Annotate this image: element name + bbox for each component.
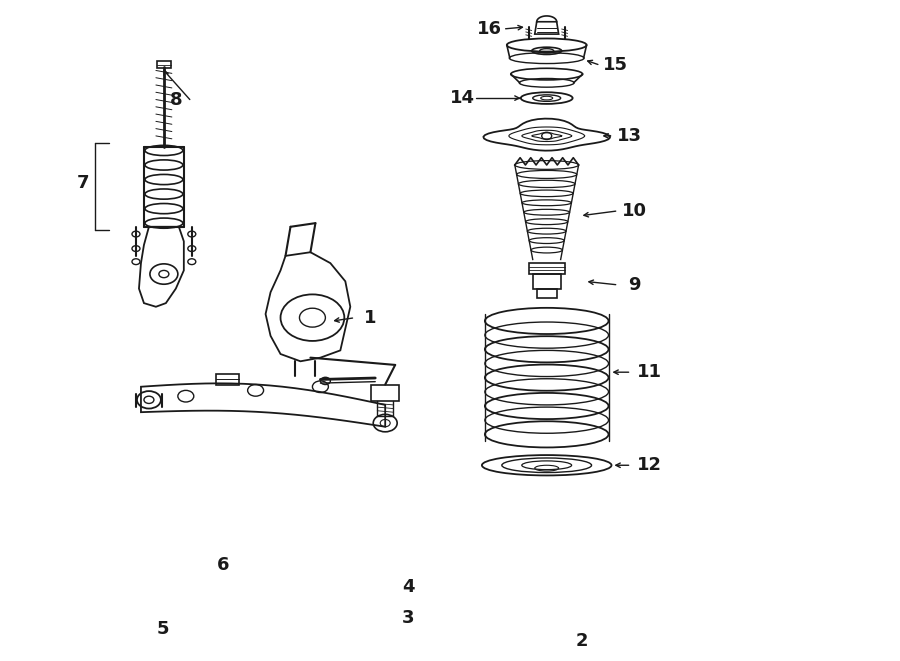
- Text: 11: 11: [637, 363, 662, 381]
- Text: 8: 8: [169, 91, 182, 108]
- Text: 12: 12: [637, 456, 662, 474]
- Text: 1: 1: [364, 309, 376, 327]
- Text: 16: 16: [477, 20, 502, 38]
- Text: 13: 13: [616, 127, 642, 145]
- Text: 2: 2: [575, 632, 588, 650]
- Text: 3: 3: [402, 609, 414, 627]
- Text: 7: 7: [76, 174, 89, 192]
- Text: 9: 9: [628, 276, 641, 294]
- Text: 15: 15: [603, 56, 628, 75]
- Text: 4: 4: [402, 578, 414, 596]
- Text: 6: 6: [217, 556, 229, 574]
- Text: 14: 14: [449, 89, 474, 107]
- Text: 10: 10: [622, 202, 647, 220]
- Text: 5: 5: [157, 620, 169, 638]
